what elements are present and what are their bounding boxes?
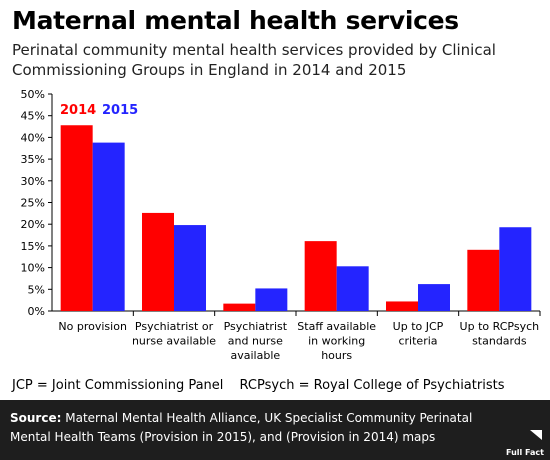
bar-2014 [223, 303, 256, 311]
y-tick-label: 5% [28, 283, 45, 296]
source-label: Source: [10, 411, 62, 425]
footnote: JCP = Joint Commissioning Panel RCPsych … [12, 378, 542, 393]
full-fact-logo-icon [530, 430, 542, 440]
chart-title: Maternal mental health services [12, 6, 459, 35]
y-tick-label: 10% [21, 262, 45, 275]
x-tick-label: No provision [58, 320, 127, 333]
bar-2014 [142, 212, 174, 311]
bar-2015 [499, 227, 532, 311]
x-tick-label: criteria [398, 335, 437, 348]
y-tick-label: 35% [21, 153, 45, 166]
y-tick-label: 50% [21, 88, 45, 101]
legend: 2014 2015 [60, 103, 138, 118]
y-axis: 0% 5% 10% 15% 20% 25% 30% 35% 40% 45% 50% [21, 88, 53, 318]
bar-2015 [255, 288, 288, 311]
bar-2015 [418, 284, 450, 311]
x-tick-label: and nurse [228, 335, 283, 348]
chart-subtitle: Perinatal community mental health servic… [12, 41, 496, 79]
legend-entry: 2015 [102, 103, 138, 118]
x-tick-label: Up to RCPsych [460, 320, 540, 333]
source-bar: Source: Maternal Mental Health Alliance,… [0, 400, 550, 460]
y-tick-label: 40% [21, 131, 45, 144]
bar-2015 [92, 142, 125, 311]
x-tick-label: Psychiatrist [224, 320, 288, 333]
footnote-rcpsych: RCPsych = Royal College of Psychiatrists [239, 378, 505, 393]
y-tick-label: 20% [21, 218, 45, 231]
bar-2015 [336, 266, 369, 311]
legend-entry: 2014 [60, 103, 96, 118]
x-axis: No provision Psychiatrist or nurse availab… [52, 310, 541, 362]
footnote-jcp: JCP = Joint Commissioning Panel [12, 378, 224, 393]
x-tick-label: Up to JCP [393, 320, 444, 333]
full-fact-logo-text: Full Fact [506, 448, 544, 457]
y-tick-label: 45% [21, 110, 45, 123]
bar-chart: 0% 5% 10% 15% 20% 25% 30% 35% 40% 45% 50% No provi… [21, 88, 541, 362]
y-tick-label: 15% [21, 240, 45, 253]
source-body: Maternal Mental Health Alliance, UK Spec… [10, 411, 473, 444]
bar-2014 [304, 241, 337, 311]
x-tick-label: Psychiatrist or [135, 320, 214, 333]
bars [60, 125, 532, 311]
x-tick-label: standards [472, 335, 527, 348]
x-tick-label: in working [308, 335, 365, 348]
x-tick-label: Staff available [297, 320, 376, 333]
y-tick-label: 0% [28, 305, 45, 318]
y-tick-label: 30% [21, 175, 45, 188]
bar-2014 [467, 249, 500, 311]
y-tick-label: 25% [21, 197, 45, 210]
bar-2014 [386, 301, 418, 311]
x-tick-label: hours [321, 349, 352, 362]
x-tick-label: available [231, 349, 281, 362]
source-text: Source: Maternal Mental Health Alliance,… [10, 409, 490, 447]
bar-2015 [174, 225, 206, 311]
x-tick-label: nurse available [132, 335, 216, 348]
bar-2014 [60, 125, 93, 311]
